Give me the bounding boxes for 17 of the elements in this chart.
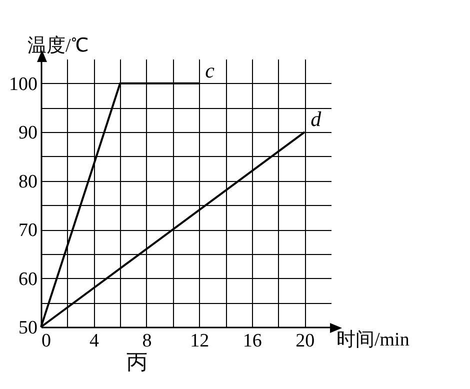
series-label: d bbox=[310, 107, 322, 132]
series-label: c bbox=[205, 58, 216, 82]
y-tick-label: 90 bbox=[18, 122, 38, 144]
y-tick-label: 60 bbox=[18, 268, 38, 290]
x-axis-title: 时间/min bbox=[336, 330, 410, 350]
x-tick-label: 4 bbox=[89, 330, 100, 352]
text: 丙 bbox=[126, 350, 148, 374]
x-tick-label: 8 bbox=[142, 330, 152, 352]
y-axis-title: 温度/℃ bbox=[28, 34, 89, 56]
x-tick-label: 12 bbox=[190, 330, 210, 352]
x-tick-label: 20 bbox=[296, 330, 315, 352]
y-tick-label: 70 bbox=[18, 220, 38, 242]
x-tick-label: 16 bbox=[242, 330, 262, 352]
y-tick-label: 80 bbox=[18, 171, 38, 192]
y-tick-label: 100 bbox=[9, 74, 38, 95]
y-tick-label: 50 bbox=[18, 318, 38, 338]
x-tick-label: 0 bbox=[42, 330, 51, 352]
